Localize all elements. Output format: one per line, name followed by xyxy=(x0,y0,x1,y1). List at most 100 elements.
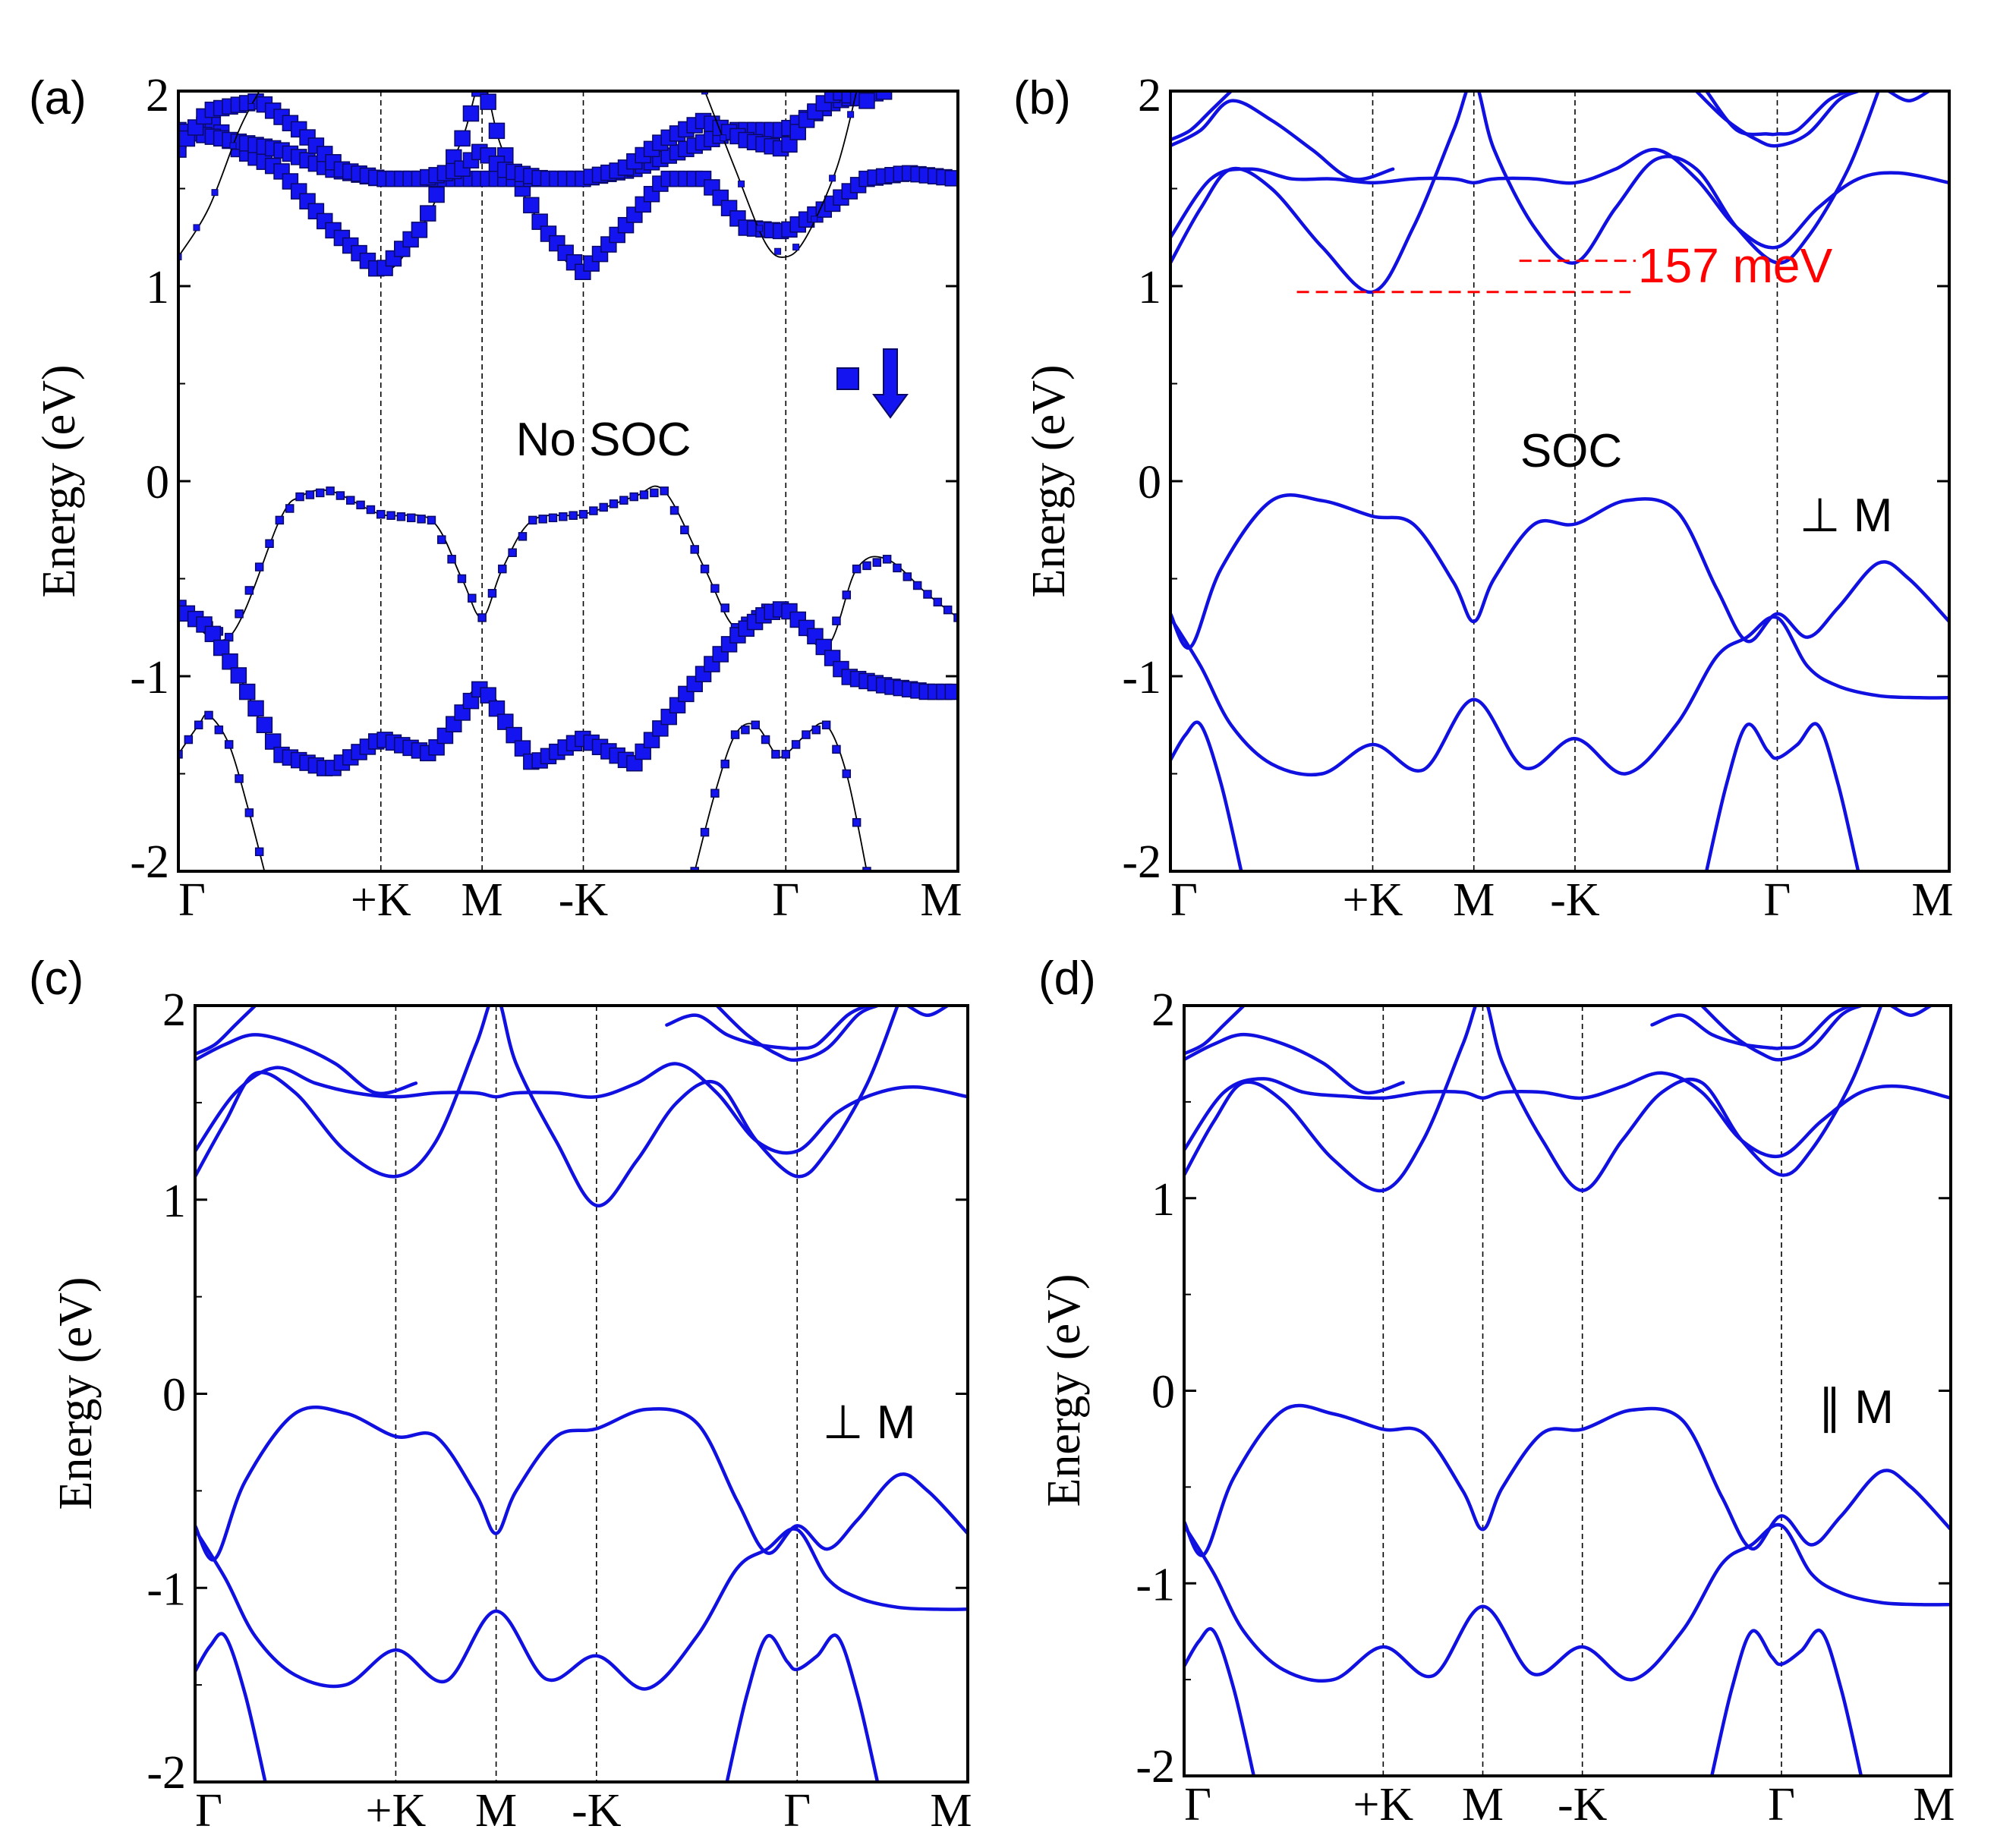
y-tick-label: 2 xyxy=(1138,70,1161,121)
band-line-v4 xyxy=(725,1633,880,1782)
x-tick-label: +K xyxy=(1353,1779,1413,1831)
spin-weight-marker xyxy=(506,726,522,744)
spin-weight-marker xyxy=(730,730,740,739)
spin-weight-marker xyxy=(345,496,355,505)
spin-weight-marker xyxy=(933,597,943,607)
panel-c: -2 -1 0 1 2 Γ +K M -K Γ M Energy (eV) (c) ⊥ M xyxy=(29,952,972,1837)
x-tick-label: Γ xyxy=(772,874,799,926)
spin-weight-marker xyxy=(710,789,720,798)
spin-weight-marker xyxy=(230,667,247,684)
spin-weight-marker xyxy=(508,548,517,557)
spin-weight-marker xyxy=(193,224,200,231)
y-axis-label: Energy (eV) xyxy=(50,1277,102,1510)
band-line-conduction-5 xyxy=(704,91,858,258)
spin-weight-marker xyxy=(523,197,540,214)
spin-weight-marker xyxy=(771,750,780,759)
spin-weight-marker xyxy=(428,186,445,203)
y-tick-label: -2 xyxy=(1136,1741,1175,1793)
band-line-c4 xyxy=(1184,1006,1246,1056)
spin-weight-marker xyxy=(235,774,244,783)
spin-weight-marker xyxy=(589,506,598,515)
spin-weight-marker xyxy=(480,93,496,110)
spin-weight-marker xyxy=(275,515,285,525)
y-tick-label: 0 xyxy=(162,1370,186,1421)
spin-weight-marker xyxy=(488,700,506,717)
spin-weight-marker xyxy=(660,486,669,496)
band-line-c1 xyxy=(1170,91,1880,294)
spin-weight-marker xyxy=(811,725,821,735)
spin-weight-marker xyxy=(720,759,729,769)
spin-weight-marker xyxy=(211,189,219,197)
y-tick-label: -1 xyxy=(1122,652,1161,704)
x-tick-label: M xyxy=(461,874,503,926)
panel-d: -2 -1 0 1 2 Γ +K M -K Γ M Energy (eV) (d) ∥ M xyxy=(1038,952,1955,1831)
spin-weight-marker xyxy=(538,515,547,524)
plot-area xyxy=(1170,91,1949,871)
spin-weight-marker xyxy=(680,525,689,534)
y-tick-label: 1 xyxy=(1151,1174,1175,1226)
x-tick-label: +K xyxy=(1343,874,1403,926)
magnetization-label: ⊥ M xyxy=(1800,490,1893,542)
spin-weight-marker xyxy=(882,555,892,564)
band-line-c6 xyxy=(665,1006,870,1051)
panel-label: (a) xyxy=(29,72,87,124)
spin-weight-marker xyxy=(305,490,315,499)
band-line-c2 xyxy=(1170,147,1949,250)
y-tick-label: -2 xyxy=(1122,836,1161,888)
y-tick-label: 0 xyxy=(146,457,169,508)
spin-weight-marker xyxy=(315,488,325,498)
x-tick-label: Γ xyxy=(178,874,206,926)
magnetization-label: ∥ M xyxy=(1818,1381,1894,1434)
spin-weight-marker xyxy=(858,93,875,109)
spin-weight-marker xyxy=(720,134,727,142)
spin-weight-marker xyxy=(720,603,729,612)
spin-weight-marker xyxy=(802,730,811,739)
spin-weight-marker xyxy=(842,590,852,600)
spin-weight-marker xyxy=(923,590,932,599)
spin-weight-marker xyxy=(178,141,187,158)
spin-weight-marker xyxy=(847,111,855,118)
spin-weight-marker xyxy=(829,175,836,182)
y-tick-label: 2 xyxy=(1151,984,1175,1036)
spin-weight-marker xyxy=(774,247,782,255)
spin-weight-marker xyxy=(756,225,764,232)
spin-weight-marker xyxy=(256,716,273,733)
spin-weight-marker xyxy=(457,574,467,584)
spin-weight-marker xyxy=(700,564,710,574)
spin-weight-marker xyxy=(852,564,862,574)
spin-weight-marker xyxy=(224,740,234,749)
spin-weight-marker xyxy=(229,142,237,150)
band-line-v3 xyxy=(1170,720,1243,871)
spin-weight-marker xyxy=(462,105,480,122)
x-tick-label: M xyxy=(1911,874,1953,926)
spin-weight-marker xyxy=(204,625,222,643)
spin-weight-marker xyxy=(386,511,395,520)
y-tick-label: 2 xyxy=(146,70,169,121)
spin-weight-marker xyxy=(751,720,760,729)
band-line-v3 xyxy=(1184,1626,1256,1776)
axes-frame xyxy=(194,1004,969,1783)
y-tick-label: 1 xyxy=(146,262,169,313)
panel-a: -2 -1 0 1 2 Γ +K M -K Γ M Energy (eV) (a) No SOC xyxy=(29,70,962,926)
spin-down-legend-icon xyxy=(836,348,909,419)
band-line-c4 xyxy=(195,1006,257,1056)
spin-weight-marker xyxy=(789,124,807,140)
x-tick-label: -K xyxy=(559,874,609,926)
band-line-v4 xyxy=(1709,1628,1863,1776)
axes-frame xyxy=(1169,90,1951,873)
spin-weight-marker xyxy=(741,725,750,735)
spin-weight-marker xyxy=(953,613,958,622)
y-tick-label: -1 xyxy=(1136,1559,1175,1610)
band-line-c6 xyxy=(1650,1006,1854,1050)
spin-weight-marker xyxy=(944,683,958,700)
spin-weight-marker xyxy=(238,683,256,700)
spin-weight-marker xyxy=(872,558,882,567)
x-tick-label: M xyxy=(930,1785,972,1837)
spin-weight-marker xyxy=(514,740,531,757)
band-line-c6 xyxy=(1704,91,1851,137)
x-tick-label: -K xyxy=(1558,1779,1608,1831)
spin-weight-marker xyxy=(639,490,649,499)
spin-weight-marker xyxy=(184,735,194,745)
spin-weight-marker xyxy=(609,499,619,508)
